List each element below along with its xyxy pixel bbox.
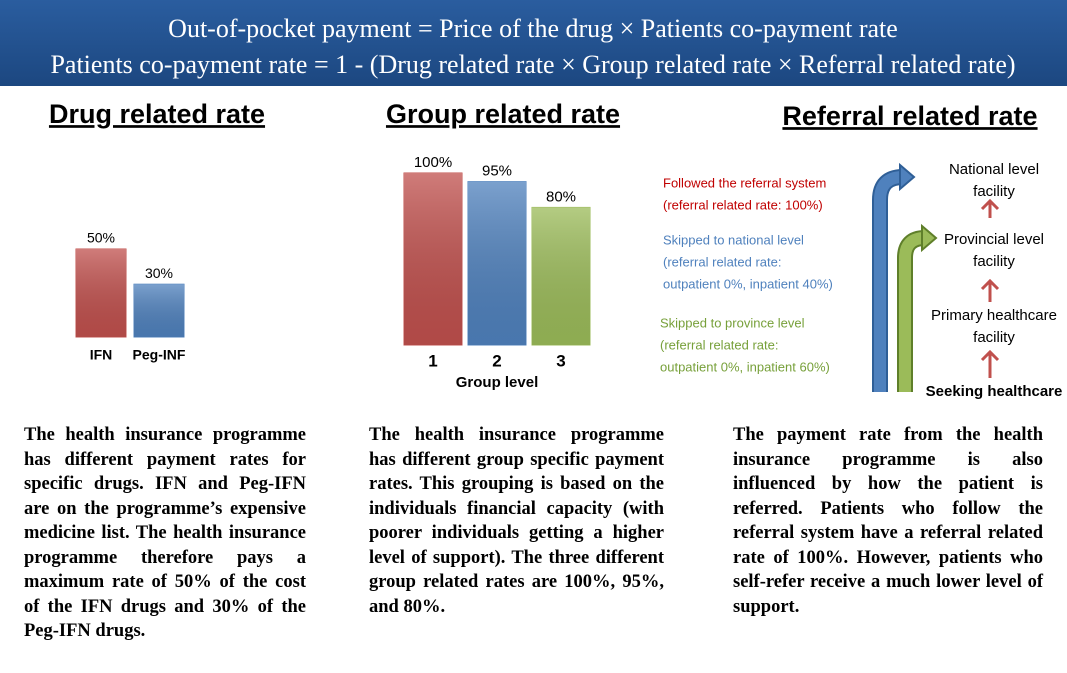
arrow-national [874, 171, 904, 392]
step-arrow [980, 198, 1000, 218]
path-description: outpatient 0%, inpatient 60%) [660, 359, 830, 374]
x-axis-label: Group level [456, 374, 539, 391]
bar-shine [532, 207, 590, 345]
value-label: 50% [87, 230, 115, 246]
header-band [0, 0, 1067, 86]
category-label: 2 [492, 351, 501, 370]
category-label: 3 [556, 351, 565, 370]
paragraph: The payment rate from the health insuran… [733, 425, 1043, 617]
arrowhead [921, 223, 938, 253]
header-line: Out-of-pocket payment = Price of the dru… [168, 14, 898, 43]
section-title: Group related rate [386, 99, 620, 129]
path-description: Skipped to province level [660, 315, 805, 330]
facility-label: facility [973, 329, 1015, 346]
referral-steps [980, 198, 1000, 378]
path-description: Skipped to national level [663, 232, 804, 247]
category-label: IFN [90, 347, 113, 363]
facility-label: facility [973, 253, 1015, 270]
arrowhead [899, 162, 916, 192]
path-description: Followed the referral system [663, 175, 826, 190]
bar-shine [76, 249, 126, 337]
section-title: Referral related rate [782, 101, 1037, 131]
category-label: 1 [428, 351, 437, 370]
bar-shine [404, 173, 462, 345]
header-line: Patients co-payment rate = 1 - (Drug rel… [50, 50, 1015, 79]
value-label: 100% [414, 154, 452, 171]
paragraph: The health insurance programme has diffe… [24, 425, 306, 641]
facility-label: facility [973, 183, 1015, 200]
value-label: 80% [546, 188, 576, 205]
step-arrow [980, 349, 1000, 378]
path-description: outpatient 0%, inpatient 40%) [663, 276, 833, 291]
value-label: 30% [145, 265, 173, 281]
paragraph: The health insurance programme has diffe… [369, 425, 664, 617]
facility-label: National level [949, 161, 1039, 178]
category-label: Peg-INF [133, 347, 186, 363]
path-description: (referral related rate: [660, 337, 779, 352]
section-title: Drug related rate [49, 99, 265, 129]
value-label: 95% [482, 163, 512, 180]
bar-shine [468, 181, 526, 345]
facility-label: Seeking healthcare [926, 383, 1063, 400]
path-description: (referral related rate: 100%) [663, 197, 823, 212]
bar-shine [134, 284, 184, 337]
facility-label: Provincial level [944, 231, 1044, 248]
facility-label: Primary healthcare [931, 307, 1057, 324]
path-description: (referral related rate: [663, 254, 782, 269]
step-arrow [980, 278, 1000, 302]
arrow-province [899, 232, 926, 392]
